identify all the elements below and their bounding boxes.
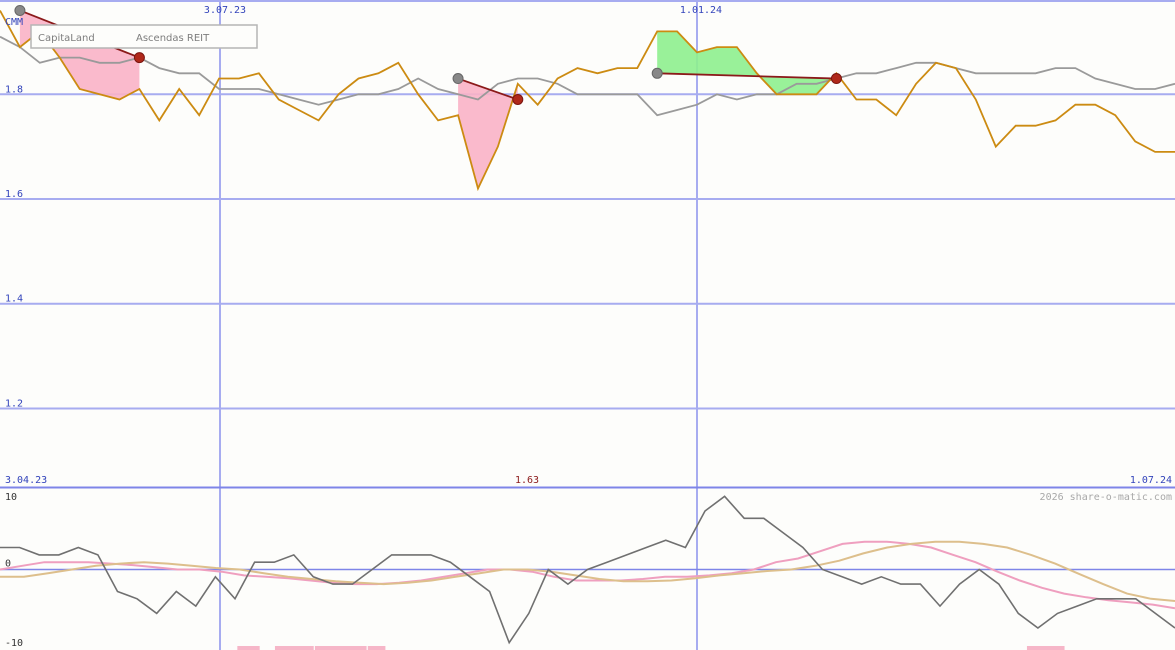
signal-exit-marker: [830, 73, 842, 85]
series-line-ascendas: [0, 35, 1175, 117]
signal-entry-marker: [452, 73, 464, 85]
oscillator-series: [0, 495, 1175, 645]
legend-short-label: CMM: [5, 17, 23, 28]
signal-loss-area: [19, 10, 140, 100]
oscillator-bar: [274, 646, 314, 650]
series-line-capitaland: [0, 10, 1175, 192]
signal-line: [457, 77, 519, 101]
signal-loss-area: [458, 78, 518, 189]
oscillator-panel: 10 0 -10: [0, 492, 1175, 650]
oscillator-bars: [237, 646, 1065, 650]
oscillator-tick-label: 10: [5, 492, 17, 503]
oscillator-bar: [237, 646, 260, 650]
attribution: 2026 share-o-matic.com: [1040, 492, 1172, 503]
price-tick-labels: 1.8 1.6 1.4 1.2: [5, 84, 23, 409]
legend-box: [30, 24, 258, 49]
signal-entry-marker: [14, 4, 26, 16]
oscillator-bar: [314, 646, 367, 650]
price-series: [0, 10, 1175, 192]
oscillator-tick-label: 0: [5, 559, 11, 570]
oscillator-line-1: [0, 540, 1175, 610]
y-tick-label: 1.6: [5, 189, 23, 200]
legend-item-ascendas: Ascendas REIT: [136, 33, 210, 44]
y-tick-label: 1.4: [5, 294, 23, 305]
x-top-label-1: 3.07.23: [204, 5, 246, 16]
x-top-label-2: 1.01.24: [680, 5, 722, 16]
legend: CapitaLand Ascendas REIT: [30, 24, 258, 49]
legend-item-capitaland: CapitaLand: [38, 33, 95, 44]
oscillator-bar: [1026, 646, 1065, 650]
oscillator-bar: [367, 646, 386, 650]
signal-gain-area: [657, 31, 837, 95]
signal-exit-marker: [512, 93, 524, 105]
y-tick-label: 1.2: [5, 398, 23, 409]
center-value-label: 1.63: [515, 475, 539, 486]
x-bottom-label-end: 1.07.24: [1130, 475, 1172, 486]
x-bottom-label-start: 3.04.23: [5, 475, 47, 486]
oscillator-line-0: [0, 495, 1175, 645]
signal-entry-marker: [651, 67, 663, 79]
signal-exit-marker: [133, 52, 145, 64]
signal-line: [657, 72, 837, 80]
oscillator-line-2: [0, 540, 1175, 602]
oscillator-tick-labels: 10 0 -10: [5, 492, 23, 649]
oscillator-tick-label: -10: [5, 638, 23, 649]
y-tick-label: 1.8: [5, 84, 23, 95]
